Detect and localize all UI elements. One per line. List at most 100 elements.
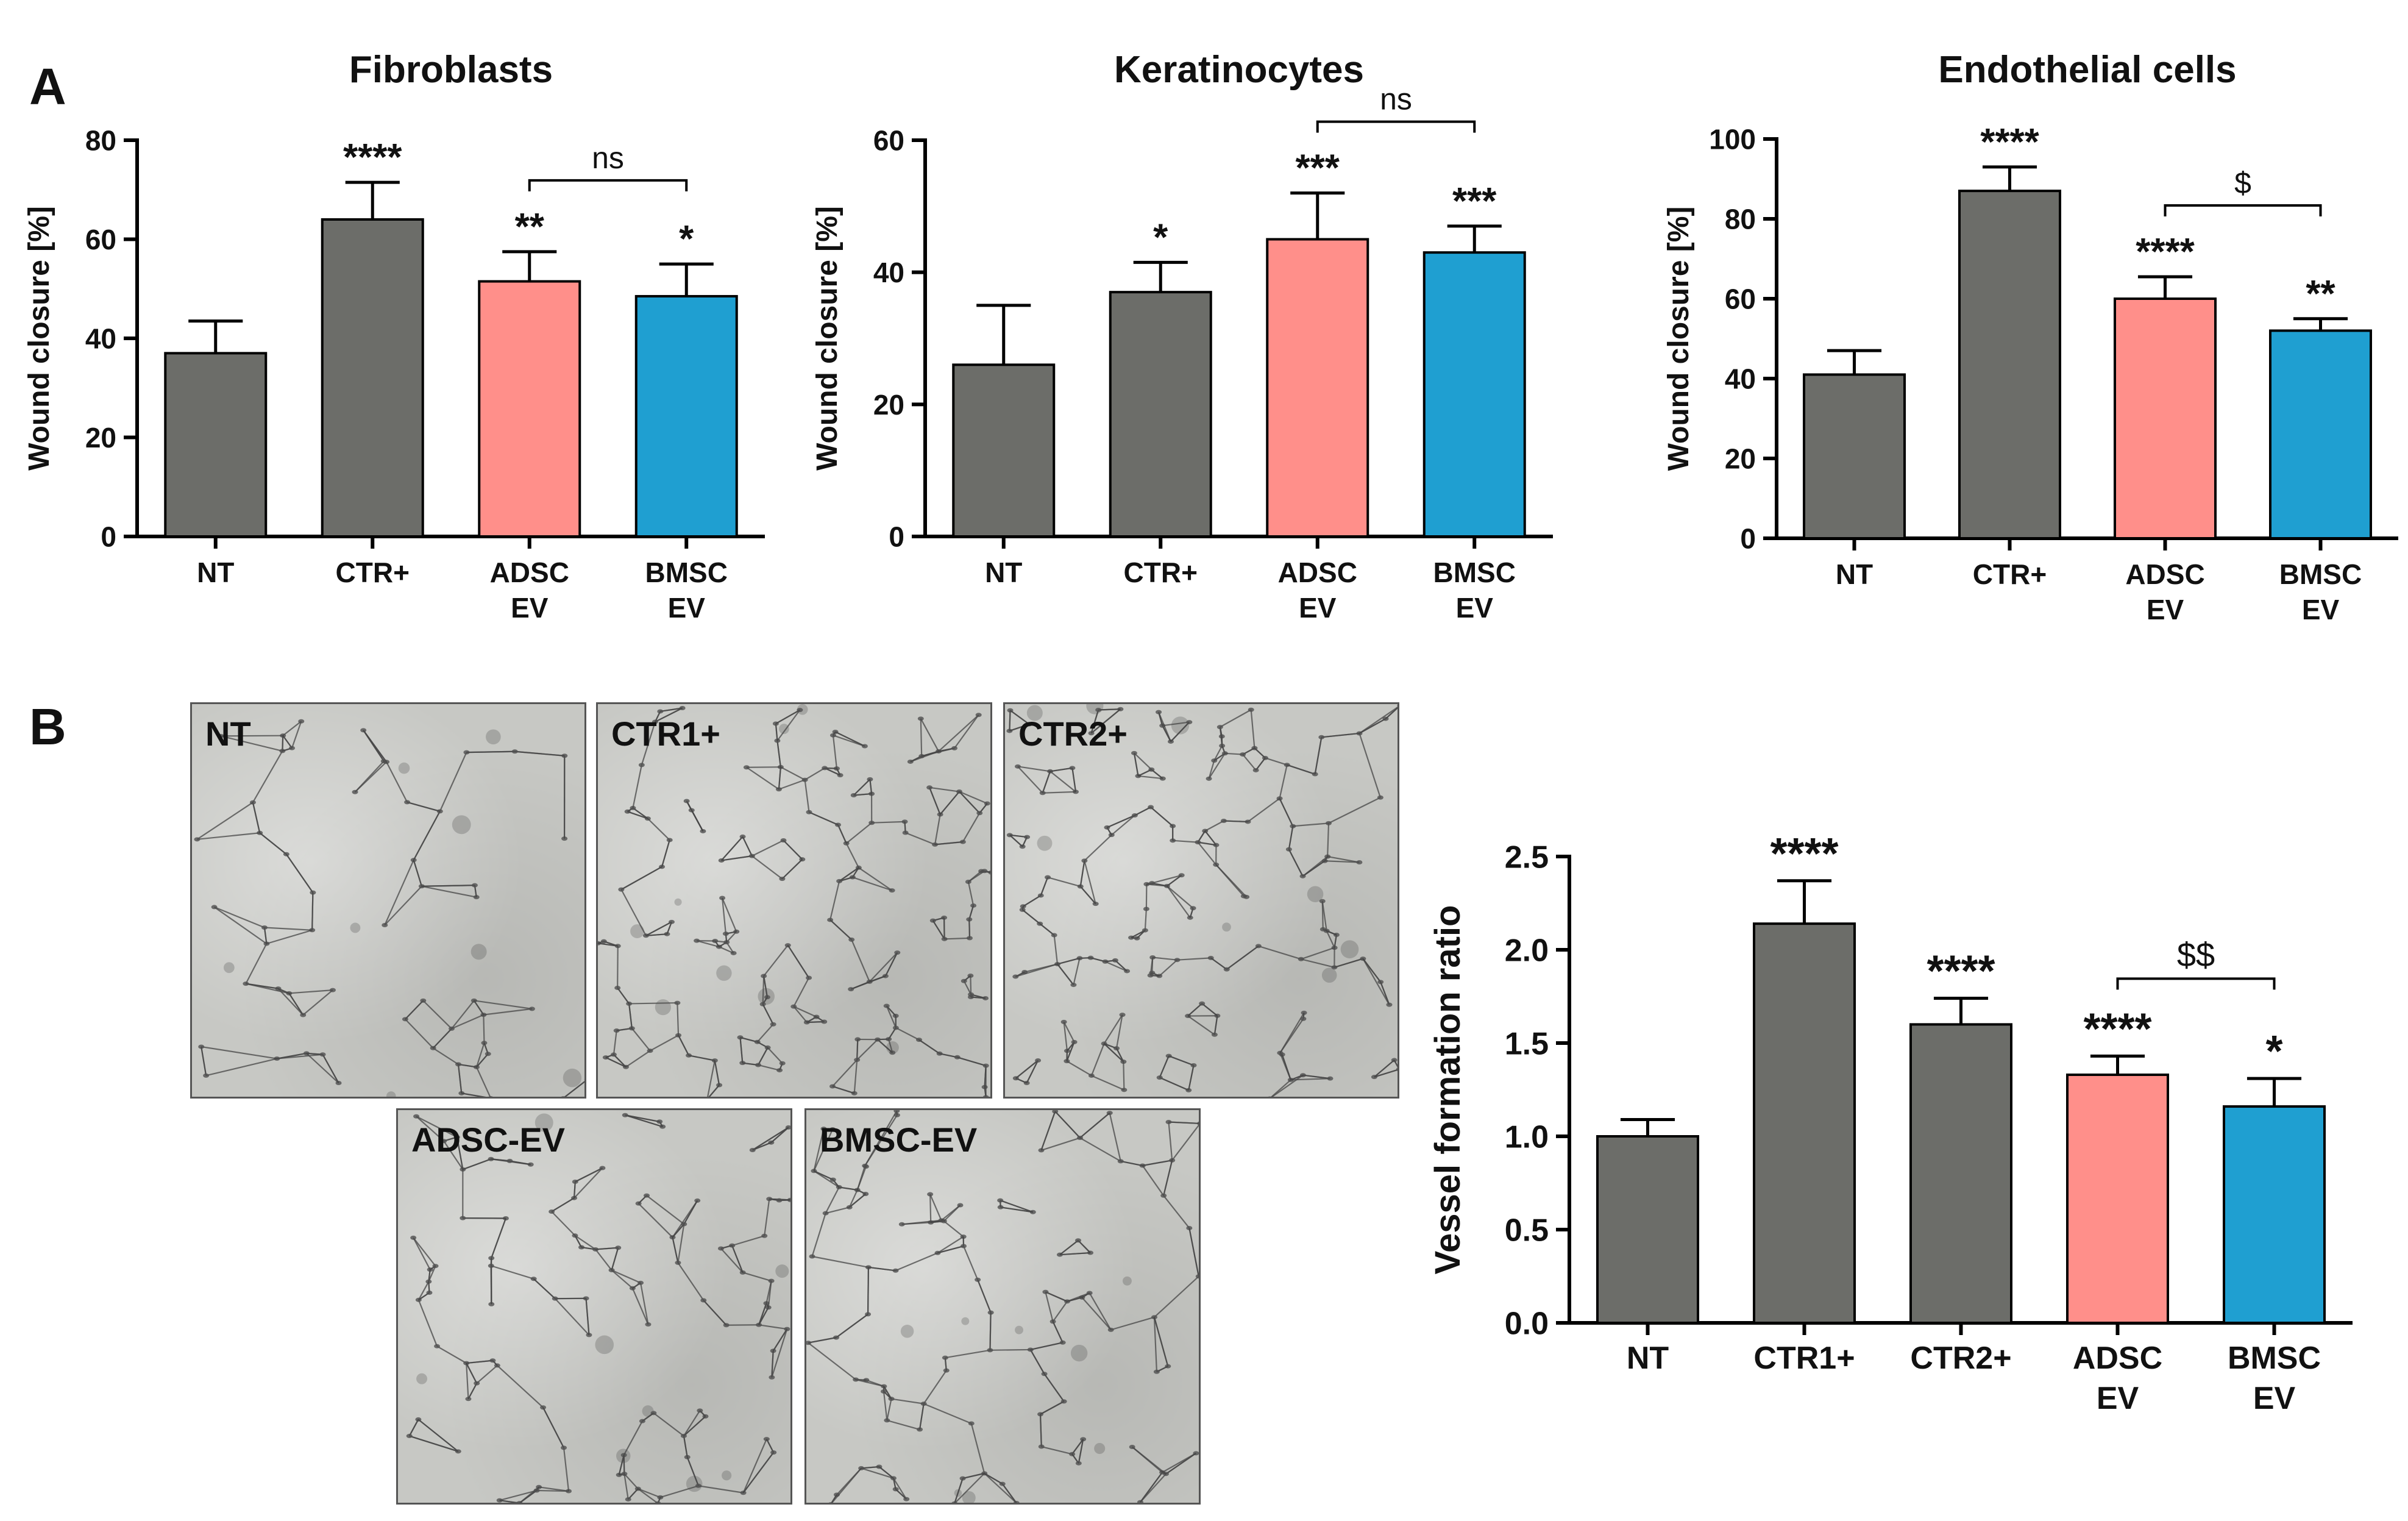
cell-node: [809, 1254, 815, 1259]
cell-tube: [921, 747, 955, 757]
cell-node: [261, 925, 268, 930]
cell-node: [1149, 881, 1156, 886]
cell-tube: [605, 1056, 627, 1068]
cell-tube: [677, 1003, 680, 1036]
cell-tube: [968, 870, 985, 883]
cell-tube: [1188, 1065, 1195, 1091]
cell-tube: [1210, 957, 1227, 970]
cell-tube: [1066, 1041, 1075, 1062]
cell-tube: [772, 1328, 788, 1352]
cell-tube: [421, 885, 477, 898]
x-tick-label: CTR+: [336, 557, 410, 588]
cell-tube: [413, 1237, 436, 1267]
cell-node: [822, 1211, 829, 1216]
cell-node: [1069, 766, 1076, 771]
blotch: [778, 724, 789, 735]
cell-tube: [929, 786, 960, 793]
cell-node: [406, 1434, 413, 1439]
cell-node: [608, 1268, 615, 1273]
cell-tube: [970, 975, 972, 995]
cell-node: [801, 777, 808, 782]
cell-tube: [1067, 1292, 1090, 1302]
cell-node: [884, 1418, 890, 1423]
cell-tube: [957, 1056, 986, 1067]
cell-node: [1220, 819, 1227, 824]
cell-tube: [1042, 791, 1076, 794]
cell-node: [1318, 735, 1325, 739]
cell-tube: [1358, 706, 1398, 734]
cell-tube: [467, 1383, 478, 1400]
cell-tube: [1168, 1121, 1199, 1124]
cell-node: [432, 1264, 439, 1269]
blotch: [1321, 967, 1337, 983]
cell-tube: [864, 1110, 898, 1166]
cell-tube: [451, 1014, 484, 1030]
bar: [1109, 291, 1212, 538]
cell-tube: [895, 1252, 938, 1272]
cell-node: [1325, 821, 1332, 825]
cell-node: [566, 1489, 572, 1494]
cell-tube: [758, 1064, 780, 1071]
cell-tube: [771, 1350, 774, 1378]
cell-tube: [491, 1265, 534, 1280]
cell-tube: [266, 929, 313, 945]
cell-tube: [1201, 1003, 1218, 1017]
bar: [952, 363, 1056, 538]
chart-keratinocytes: Keratinocytes Wound closure [%] 0 20 40 60 NT *…: [811, 49, 1553, 624]
x-tick-label: NT: [1627, 1341, 1669, 1376]
cell-tube: [1133, 753, 1139, 777]
cell-node: [902, 830, 909, 835]
cell-tube: [436, 1345, 467, 1364]
cell-tube: [1071, 768, 1077, 793]
comparison-bracket: [528, 179, 688, 191]
cell-tube: [824, 767, 841, 776]
cell-node: [656, 1119, 663, 1124]
cell-tube: [1052, 1321, 1064, 1343]
cell-tube: [763, 944, 789, 977]
significance-label: ****: [2136, 231, 2195, 273]
cell-node: [528, 1006, 535, 1011]
cell-tube: [466, 1363, 469, 1399]
cell-node: [776, 1198, 783, 1203]
cell-tube: [263, 927, 268, 944]
cell-node: [893, 1110, 900, 1113]
y-tick-label: 20: [1725, 443, 1756, 475]
cell-tube: [1385, 707, 1398, 719]
cell-node: [488, 1263, 494, 1268]
cell-node: [770, 1022, 776, 1027]
cell-tube: [201, 1046, 207, 1076]
cell-tube: [1140, 1472, 1163, 1503]
cell-node: [926, 785, 933, 790]
bar: [1909, 1023, 2012, 1325]
cell-tube: [1059, 1252, 1091, 1256]
cell-tube: [940, 1205, 961, 1221]
cell-tube: [1223, 820, 1248, 823]
cell-node: [1187, 915, 1193, 920]
cell-node: [289, 746, 296, 750]
cell-tube: [778, 779, 806, 790]
micrograph-label: ADSC-EV: [411, 1120, 566, 1159]
cell-tube: [288, 992, 304, 1016]
cell-node: [1012, 974, 1019, 979]
cell-tube: [1204, 820, 1224, 832]
cell-tube: [1198, 841, 1216, 846]
blotch: [655, 999, 672, 1016]
micrograph-adsc-ev: ADSC-EV: [396, 1108, 792, 1505]
micrograph-label: CTR1+: [611, 714, 720, 753]
cell-tube: [613, 1054, 627, 1068]
cell-node: [319, 1052, 326, 1057]
cell-tube: [672, 1224, 685, 1238]
cell-tube: [920, 718, 923, 757]
cell-node: [1252, 768, 1259, 772]
cell-tube: [1084, 834, 1112, 861]
cell-tube: [825, 1206, 850, 1214]
cell-node: [511, 749, 518, 754]
cell-tube: [1219, 727, 1223, 746]
cell-tube: [1059, 1239, 1079, 1256]
cell-tube: [1153, 1317, 1169, 1367]
cell-node: [1268, 1096, 1271, 1097]
blotch: [961, 1317, 970, 1325]
chart-title: Fibroblasts: [349, 49, 553, 91]
cell-tube: [497, 1365, 544, 1408]
significance-label: ***: [1452, 180, 1497, 223]
